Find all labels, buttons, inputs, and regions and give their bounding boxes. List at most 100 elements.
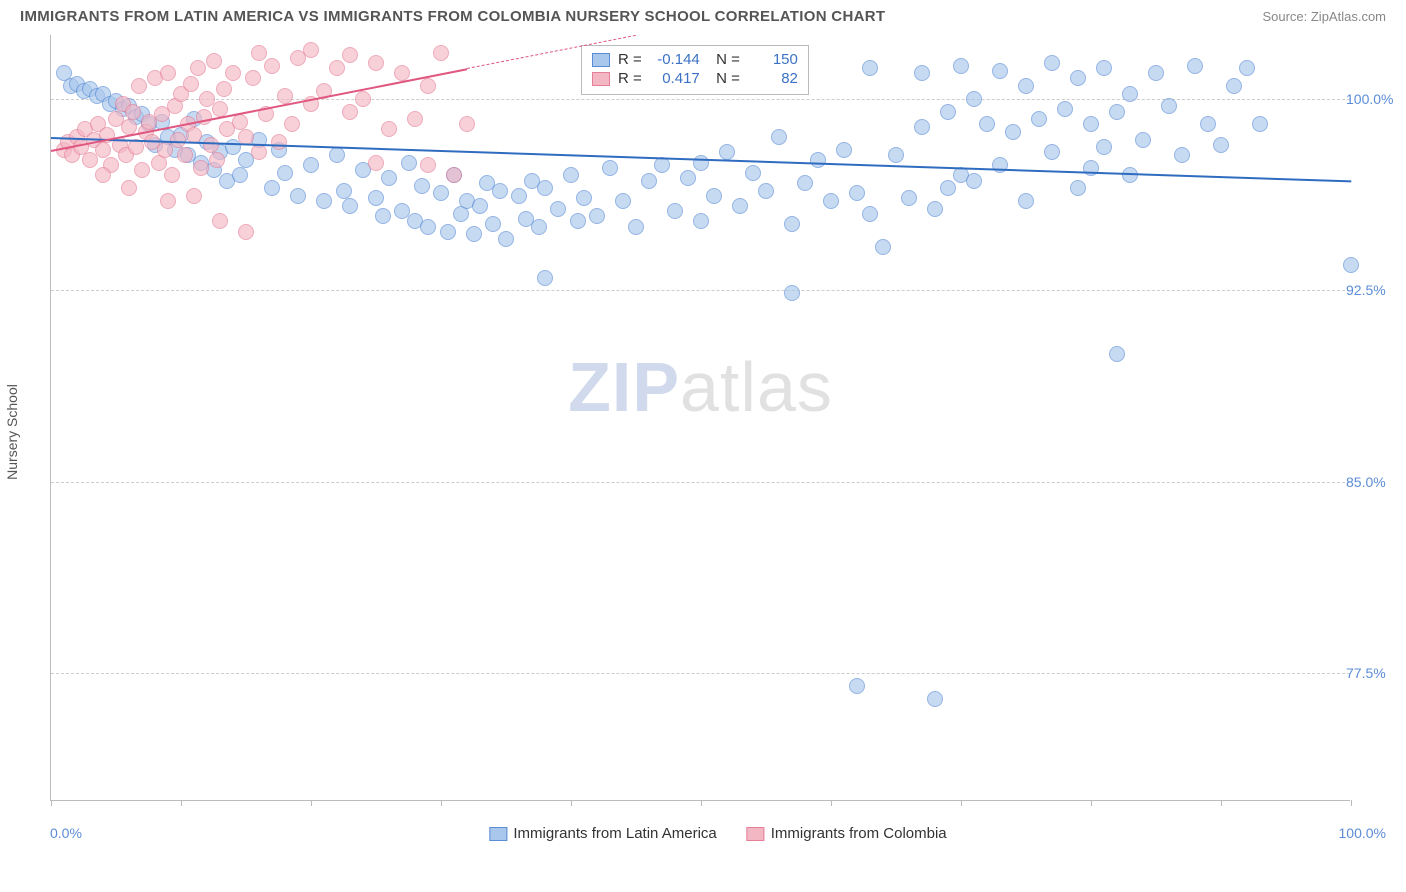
x-tick	[441, 800, 442, 806]
data-point	[628, 219, 644, 235]
data-point	[1252, 116, 1268, 132]
data-point	[290, 188, 306, 204]
data-point	[1148, 65, 1164, 81]
data-point	[1109, 346, 1125, 362]
data-point	[375, 208, 391, 224]
data-point	[329, 60, 345, 76]
x-tick	[831, 800, 832, 806]
x-tick	[571, 800, 572, 806]
data-point	[420, 78, 436, 94]
data-point	[1044, 144, 1060, 160]
data-point	[459, 116, 475, 132]
x-tick	[311, 800, 312, 806]
data-point	[927, 201, 943, 217]
data-point	[1096, 60, 1112, 76]
data-point	[1174, 147, 1190, 163]
data-point	[420, 157, 436, 173]
data-point	[329, 147, 345, 163]
data-point	[511, 188, 527, 204]
data-point	[862, 206, 878, 222]
legend-n-label: N =	[708, 51, 740, 68]
data-point	[589, 208, 605, 224]
data-point	[238, 224, 254, 240]
legend-swatch	[592, 72, 610, 86]
data-point	[401, 155, 417, 171]
x-axis: 0.0% 100.0% Immigrants from Latin Americ…	[50, 825, 1386, 853]
data-point	[251, 45, 267, 61]
data-point	[979, 116, 995, 132]
data-point	[264, 180, 280, 196]
data-point	[466, 226, 482, 242]
data-point	[216, 81, 232, 97]
data-point	[732, 198, 748, 214]
data-point	[719, 144, 735, 160]
data-point	[160, 65, 176, 81]
data-point	[277, 165, 293, 181]
data-point	[1018, 78, 1034, 94]
x-tick	[961, 800, 962, 806]
legend-r-label: R =	[618, 51, 642, 68]
data-point	[966, 173, 982, 189]
data-point	[940, 104, 956, 120]
data-point	[1239, 60, 1255, 76]
data-point	[498, 231, 514, 247]
data-point	[492, 183, 508, 199]
data-point	[875, 239, 891, 255]
x-tick	[51, 800, 52, 806]
data-point	[232, 114, 248, 130]
data-point	[342, 104, 358, 120]
data-point	[193, 160, 209, 176]
data-point	[992, 63, 1008, 79]
data-point	[121, 180, 137, 196]
data-point	[758, 183, 774, 199]
x-axis-max-label: 100.0%	[1339, 825, 1386, 841]
data-point	[849, 678, 865, 694]
data-point	[966, 91, 982, 107]
x-tick	[1351, 800, 1352, 806]
data-point	[914, 65, 930, 81]
data-point	[355, 91, 371, 107]
legend-stats-row: R =0.417 N =82	[592, 69, 798, 88]
legend-swatch	[592, 53, 610, 67]
data-point	[771, 129, 787, 145]
data-point	[1226, 78, 1242, 94]
data-point	[381, 121, 397, 137]
data-point	[1213, 137, 1229, 153]
data-point	[1096, 139, 1112, 155]
data-point	[440, 224, 456, 240]
data-point	[797, 175, 813, 191]
data-point	[206, 53, 222, 69]
data-point	[602, 160, 618, 176]
gridline	[51, 673, 1350, 674]
data-point	[284, 116, 300, 132]
data-point	[537, 180, 553, 196]
legend-r-label: R =	[618, 70, 642, 87]
data-point	[336, 183, 352, 199]
legend-r-value: -0.144	[650, 51, 700, 68]
data-point	[264, 58, 280, 74]
data-point	[823, 193, 839, 209]
data-point	[1070, 70, 1086, 86]
data-point	[810, 152, 826, 168]
data-point	[1044, 55, 1060, 71]
data-point	[251, 144, 267, 160]
data-point	[706, 188, 722, 204]
data-point	[1031, 111, 1047, 127]
legend-n-value: 82	[748, 70, 798, 87]
y-tick-label: 92.5%	[1346, 282, 1400, 298]
data-point	[849, 185, 865, 201]
data-point	[134, 162, 150, 178]
data-point	[953, 58, 969, 74]
legend-stats-row: R =-0.144 N =150	[592, 50, 798, 69]
x-tick	[1221, 800, 1222, 806]
legend-r-value: 0.417	[650, 70, 700, 87]
data-point	[446, 167, 462, 183]
data-point	[784, 285, 800, 301]
data-point	[316, 193, 332, 209]
gridline	[51, 482, 1350, 483]
x-axis-min-label: 0.0%	[50, 825, 82, 841]
data-point	[95, 167, 111, 183]
data-point	[342, 198, 358, 214]
data-point	[420, 219, 436, 235]
data-point	[1057, 101, 1073, 117]
